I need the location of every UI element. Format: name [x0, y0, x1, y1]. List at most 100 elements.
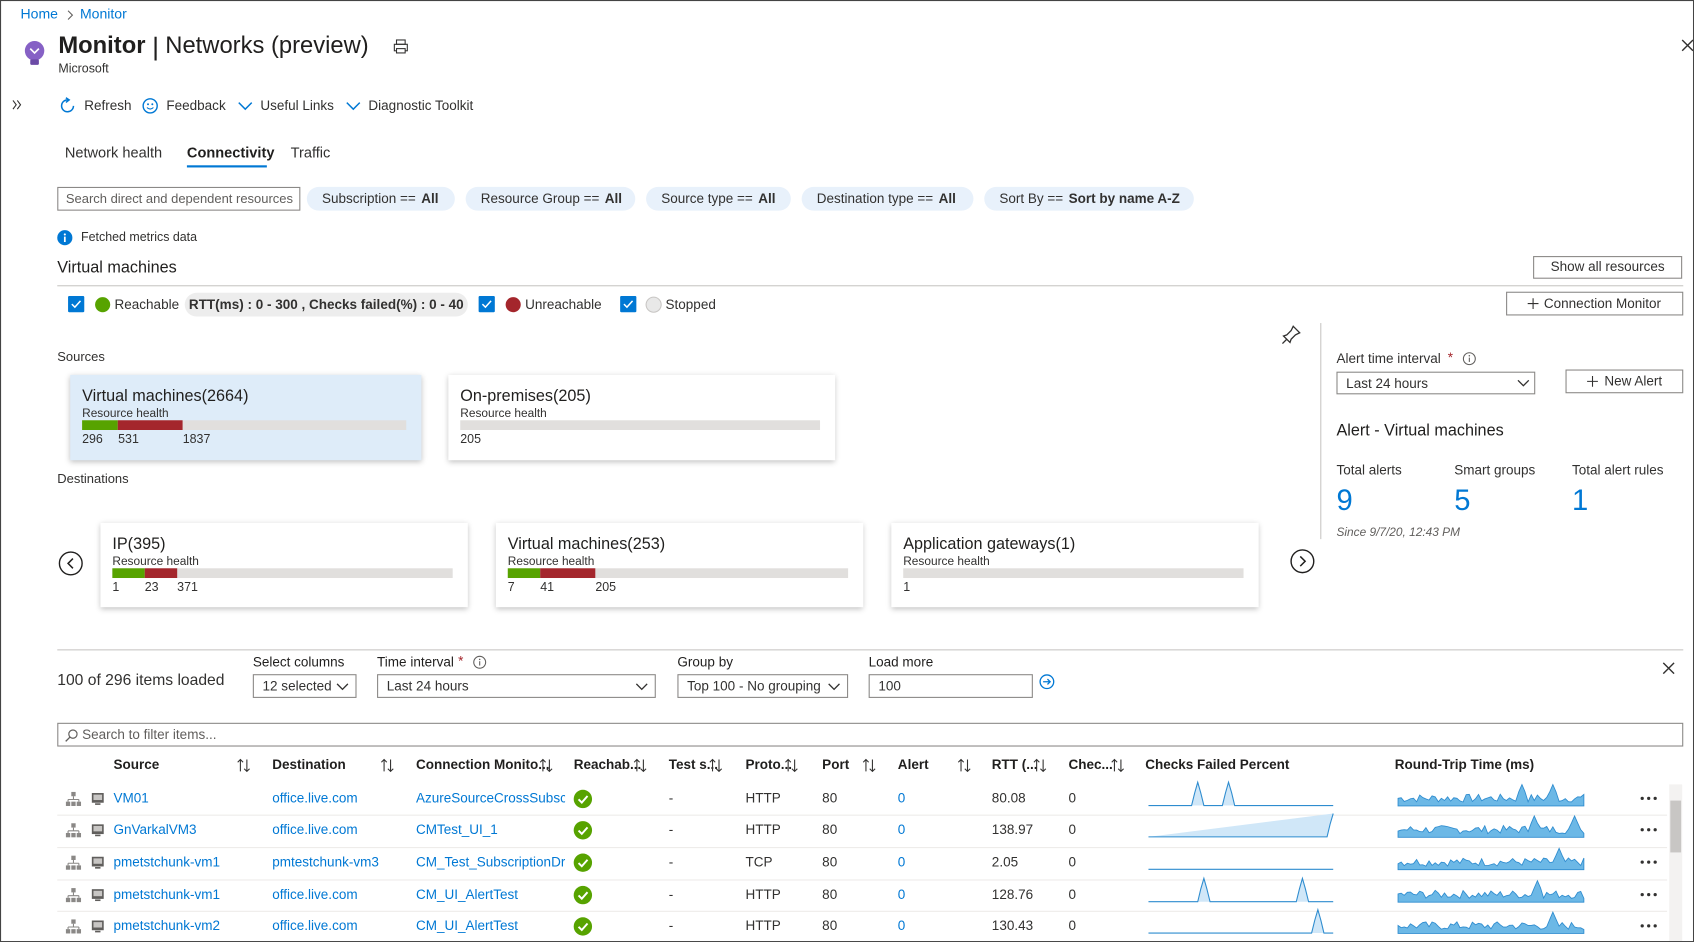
cell-source[interactable]: pmetstchunk-vm1 — [113, 887, 221, 903]
sort-icon[interactable] — [862, 758, 876, 773]
cell-alert[interactable]: 0 — [897, 887, 906, 903]
column-header[interactable]: Test s... — [668, 757, 719, 773]
close-blade[interactable] — [1681, 39, 1694, 52]
column-header[interactable]: Checks Failed Percent — [1145, 757, 1290, 773]
sort-icon[interactable] — [1033, 758, 1047, 773]
load-more-input[interactable]: 100 — [868, 674, 1033, 698]
scrollbar-thumb[interactable] — [1670, 800, 1682, 853]
load-more-go[interactable] — [1039, 674, 1055, 690]
expand-menu[interactable] — [12, 99, 23, 110]
row-menu[interactable] — [1640, 924, 1657, 928]
column-header[interactable]: RTT (... — [991, 757, 1038, 773]
cell-source[interactable]: GnVarkalVM3 — [113, 822, 197, 838]
pin-icon[interactable] — [1281, 325, 1301, 345]
cell-connection-monitor[interactable]: CM_UI_AlertTest — [415, 887, 519, 903]
cell-destination[interactable]: office.live.com — [272, 887, 358, 903]
new-alert-button[interactable]: New Alert — [1565, 369, 1684, 394]
carousel-next[interactable] — [1290, 549, 1315, 574]
legend-checkbox[interactable] — [68, 296, 85, 313]
filter-items-search[interactable]: Search to filter items... — [57, 722, 1684, 747]
cell-connection-monitor[interactable]: CMTest_UI_1 — [415, 822, 498, 838]
control-dropdown[interactable]: 12 selected — [252, 674, 357, 698]
search-resources[interactable]: Search direct and dependent resources — [57, 186, 301, 211]
toolbar-button[interactable]: Diagnostic Toolkit — [345, 94, 488, 118]
column-header[interactable]: Destination — [272, 757, 346, 773]
row-menu[interactable] — [1640, 860, 1657, 864]
alert-stat-value[interactable]: 1 — [1571, 484, 1589, 517]
add-connection-monitor[interactable]: Connection Monitor — [1506, 291, 1684, 316]
filter-pill[interactable]: Destination type == All — [801, 186, 974, 211]
row-menu[interactable] — [1640, 796, 1657, 801]
cell-alert[interactable]: 0 — [897, 918, 906, 934]
toolbar-button[interactable]: Useful Links — [237, 94, 380, 118]
column-header[interactable]: Alert — [897, 757, 929, 773]
carousel-prev[interactable] — [58, 551, 83, 576]
topology-icon[interactable] — [65, 855, 82, 871]
topology-icon[interactable] — [65, 919, 82, 934]
column-header[interactable]: Connection Monito... — [415, 757, 550, 773]
sort-icon[interactable] — [237, 758, 251, 773]
row-menu[interactable] — [1640, 828, 1657, 832]
cell-connection-monitor[interactable]: CM_Test_SubscriptionDrop — [415, 854, 566, 870]
filter-pill[interactable]: Source type == All — [646, 186, 791, 211]
cell-destination[interactable]: office.live.com — [272, 918, 358, 934]
cell-destination[interactable]: office.live.com — [272, 822, 358, 838]
legend-checkbox[interactable] — [478, 296, 495, 313]
topology-icon[interactable] — [65, 791, 82, 807]
resource-card[interactable]: IP(395) Resource health 1 23 371 — [100, 522, 468, 608]
cell-checks-failed: 0 — [1068, 887, 1077, 903]
tab[interactable]: Network health — [64, 144, 163, 161]
filter-pill[interactable]: Subscription == All — [306, 186, 455, 211]
cell-alert[interactable]: 0 — [897, 822, 906, 838]
filter-pill[interactable]: Resource Group == All — [465, 186, 636, 211]
sort-icon[interactable] — [957, 758, 971, 773]
resource-card[interactable]: Virtual machines(253) Resource health 7 41 2… — [495, 522, 864, 608]
column-header[interactable]: Source — [113, 757, 160, 773]
filter-pill[interactable]: Sort By == Sort by name A-Z — [984, 186, 1194, 211]
alert-interval-dropdown[interactable]: Last 24 hours — [1336, 371, 1536, 395]
show-all-resources[interactable]: Show all resources — [1533, 256, 1683, 279]
filter-value: All — [604, 191, 623, 207]
column-header[interactable]: Port — [822, 757, 850, 773]
sort-icon[interactable] — [784, 758, 798, 773]
alert-stat-value[interactable]: 9 — [1336, 484, 1353, 517]
alert-stat-value[interactable]: 5 — [1454, 484, 1471, 517]
column-header[interactable]: Reachab... — [573, 757, 642, 773]
cell-source[interactable]: VM01 — [113, 790, 149, 806]
cell-source[interactable]: pmetstchunk-vm2 — [113, 918, 221, 934]
tab[interactable]: Traffic — [290, 144, 331, 161]
column-header[interactable]: Round-Trip Time (ms) — [1394, 757, 1535, 773]
topology-icon[interactable] — [65, 823, 82, 838]
print-icon[interactable] — [392, 38, 409, 55]
vm-icon — [91, 889, 104, 902]
sort-icon[interactable] — [380, 758, 394, 773]
topology-icon[interactable] — [65, 888, 82, 903]
cell-connection-monitor[interactable]: CM_UI_AlertTest — [415, 918, 519, 934]
row-menu[interactable] — [1640, 892, 1657, 897]
legend-checkbox[interactable] — [620, 296, 637, 313]
sort-icon[interactable] — [1111, 758, 1125, 773]
sort-icon[interactable] — [633, 758, 647, 773]
breadcrumb-link[interactable]: Monitor — [79, 5, 127, 22]
toolbar-button[interactable]: Refresh — [59, 94, 203, 118]
cell-alert[interactable]: 0 — [897, 854, 906, 870]
health-count: 296 — [82, 433, 103, 447]
resource-card[interactable]: Virtual machines(2664) Resource health 296… — [70, 374, 422, 461]
control-dropdown[interactable]: Top 100 - No grouping — [677, 674, 849, 698]
resource-card[interactable]: On-premises(205) Resource health 205 — [448, 374, 836, 461]
sort-icon[interactable] — [539, 758, 553, 773]
column-header[interactable]: Proto... — [745, 757, 793, 773]
cell-destination[interactable]: pmtestchunk-vm3 — [272, 854, 379, 870]
cell-source[interactable]: pmetstchunk-vm1 — [113, 854, 221, 870]
cell-connection-monitor[interactable]: AzureSourceCrossSubscrip — [415, 790, 566, 806]
cell-destination[interactable]: office.live.com — [272, 790, 358, 806]
close-panel[interactable] — [1662, 662, 1675, 675]
toolbar-button[interactable]: Feedback — [142, 94, 286, 118]
resource-card[interactable]: Application gateways(1) Resource health 1 — [891, 522, 1259, 608]
tab[interactable]: Connectivity — [186, 144, 275, 161]
column-header[interactable]: Chec... — [1068, 757, 1113, 773]
sort-icon[interactable] — [709, 758, 723, 773]
breadcrumb-link[interactable]: Home — [20, 5, 59, 22]
cell-alert[interactable]: 0 — [897, 790, 906, 806]
control-dropdown[interactable]: Last 24 hours — [377, 674, 656, 698]
